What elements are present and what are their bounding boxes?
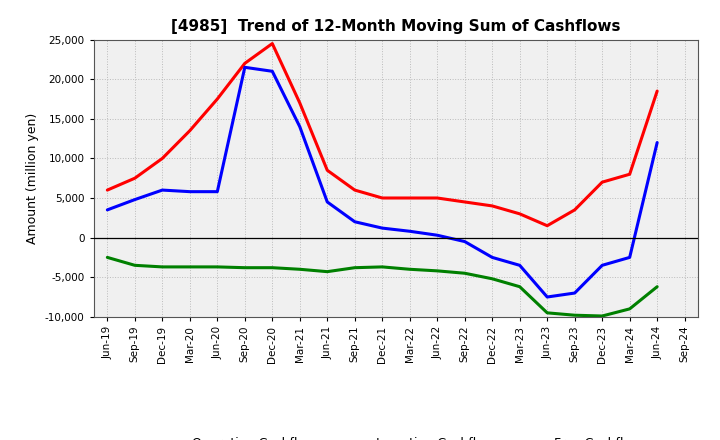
- Title: [4985]  Trend of 12-Month Moving Sum of Cashflows: [4985] Trend of 12-Month Moving Sum of C…: [171, 19, 621, 34]
- Investing Cashflow: [130, 263, 139, 268]
- Free Cashflow: [598, 263, 606, 268]
- Investing Cashflow: [351, 265, 359, 270]
- Operating Cashflow: [543, 223, 552, 228]
- Operating Cashflow: [653, 88, 662, 94]
- Operating Cashflow: [378, 195, 387, 201]
- Investing Cashflow: [405, 267, 414, 272]
- Investing Cashflow: [516, 284, 524, 290]
- Legend: Operating Cashflow, Investing Cashflow, Free Cashflow: Operating Cashflow, Investing Cashflow, …: [146, 432, 646, 440]
- Investing Cashflow: [653, 284, 662, 290]
- Free Cashflow: [158, 187, 166, 193]
- Free Cashflow: [323, 199, 332, 205]
- Investing Cashflow: [543, 310, 552, 315]
- Operating Cashflow: [103, 187, 112, 193]
- Free Cashflow: [378, 225, 387, 231]
- Operating Cashflow: [130, 176, 139, 181]
- Investing Cashflow: [488, 276, 497, 282]
- Free Cashflow: [626, 255, 634, 260]
- Y-axis label: Amount (million yen): Amount (million yen): [26, 113, 40, 244]
- Free Cashflow: [103, 207, 112, 213]
- Operating Cashflow: [516, 211, 524, 216]
- Investing Cashflow: [186, 264, 194, 270]
- Free Cashflow: [405, 229, 414, 234]
- Investing Cashflow: [378, 264, 387, 270]
- Operating Cashflow: [405, 195, 414, 201]
- Free Cashflow: [295, 124, 304, 129]
- Operating Cashflow: [460, 199, 469, 205]
- Investing Cashflow: [295, 267, 304, 272]
- Free Cashflow: [653, 140, 662, 145]
- Free Cashflow: [186, 189, 194, 194]
- Free Cashflow: [516, 263, 524, 268]
- Operating Cashflow: [240, 61, 249, 66]
- Line: Free Cashflow: Free Cashflow: [107, 67, 657, 297]
- Free Cashflow: [351, 219, 359, 224]
- Free Cashflow: [488, 255, 497, 260]
- Investing Cashflow: [268, 265, 276, 270]
- Free Cashflow: [433, 233, 441, 238]
- Operating Cashflow: [295, 100, 304, 106]
- Operating Cashflow: [433, 195, 441, 201]
- Investing Cashflow: [240, 265, 249, 270]
- Investing Cashflow: [598, 313, 606, 319]
- Investing Cashflow: [103, 255, 112, 260]
- Operating Cashflow: [186, 128, 194, 133]
- Operating Cashflow: [626, 172, 634, 177]
- Free Cashflow: [213, 189, 222, 194]
- Free Cashflow: [240, 65, 249, 70]
- Investing Cashflow: [158, 264, 166, 270]
- Investing Cashflow: [433, 268, 441, 274]
- Operating Cashflow: [323, 168, 332, 173]
- Free Cashflow: [130, 197, 139, 202]
- Investing Cashflow: [570, 312, 579, 318]
- Operating Cashflow: [351, 187, 359, 193]
- Free Cashflow: [543, 294, 552, 300]
- Investing Cashflow: [626, 306, 634, 312]
- Operating Cashflow: [213, 96, 222, 102]
- Operating Cashflow: [158, 156, 166, 161]
- Investing Cashflow: [323, 269, 332, 274]
- Free Cashflow: [570, 290, 579, 296]
- Investing Cashflow: [460, 271, 469, 276]
- Operating Cashflow: [268, 41, 276, 46]
- Operating Cashflow: [488, 203, 497, 209]
- Operating Cashflow: [598, 180, 606, 185]
- Investing Cashflow: [213, 264, 222, 270]
- Line: Investing Cashflow: Investing Cashflow: [107, 257, 657, 316]
- Free Cashflow: [268, 69, 276, 74]
- Operating Cashflow: [570, 207, 579, 213]
- Line: Operating Cashflow: Operating Cashflow: [107, 44, 657, 226]
- Free Cashflow: [460, 239, 469, 244]
